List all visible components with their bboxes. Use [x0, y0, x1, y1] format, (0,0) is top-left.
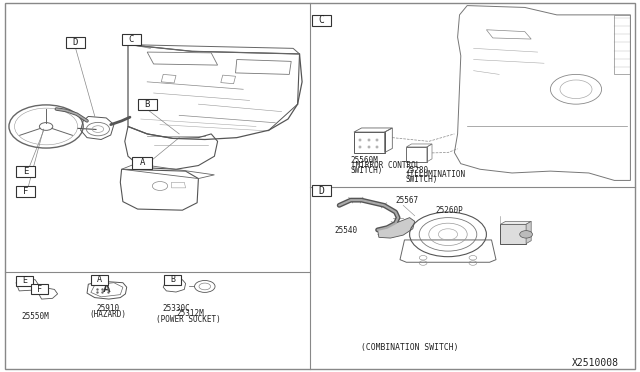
Text: B: B: [170, 275, 175, 284]
FancyBboxPatch shape: [91, 275, 108, 285]
Text: X2510008: X2510008: [572, 358, 619, 368]
FancyBboxPatch shape: [132, 157, 152, 169]
Text: 25910: 25910: [96, 304, 119, 312]
Text: 25330C: 25330C: [162, 304, 190, 312]
Text: E: E: [22, 276, 27, 285]
Text: 25540: 25540: [334, 226, 357, 235]
Circle shape: [520, 231, 532, 238]
FancyBboxPatch shape: [16, 166, 35, 177]
Text: D: D: [318, 186, 324, 196]
Text: C: C: [129, 35, 134, 44]
FancyBboxPatch shape: [16, 186, 35, 197]
FancyBboxPatch shape: [66, 37, 85, 48]
Text: D: D: [73, 38, 78, 47]
FancyBboxPatch shape: [138, 99, 157, 110]
Text: 25567: 25567: [396, 196, 419, 205]
Text: SWITCH): SWITCH): [405, 175, 438, 184]
FancyBboxPatch shape: [122, 34, 141, 45]
Text: E: E: [23, 167, 28, 176]
Text: SWITCH): SWITCH): [351, 166, 383, 174]
Text: 25260P: 25260P: [435, 206, 463, 215]
FancyBboxPatch shape: [312, 185, 331, 196]
Text: (HAZARD): (HAZARD): [89, 310, 126, 319]
Text: (ILLUMINATION: (ILLUMINATION: [405, 170, 465, 179]
Text: (POWER SOCKET): (POWER SOCKET): [156, 315, 221, 324]
Text: B: B: [145, 100, 150, 109]
Polygon shape: [500, 221, 531, 224]
Text: A: A: [140, 158, 145, 167]
FancyBboxPatch shape: [164, 275, 182, 285]
Text: F: F: [23, 187, 28, 196]
Text: 25312M: 25312M: [177, 309, 205, 318]
Text: A: A: [97, 275, 102, 284]
FancyBboxPatch shape: [15, 276, 33, 286]
FancyBboxPatch shape: [312, 15, 331, 26]
Text: A: A: [102, 285, 110, 294]
Text: 25550M: 25550M: [21, 312, 49, 321]
Polygon shape: [378, 218, 415, 238]
Text: 25280: 25280: [405, 166, 428, 174]
Text: (MIRROR CONTROL: (MIRROR CONTROL: [351, 161, 420, 170]
Polygon shape: [500, 224, 526, 244]
Polygon shape: [526, 221, 531, 244]
Text: F: F: [37, 285, 42, 294]
Text: (COMBINATION SWITCH): (COMBINATION SWITCH): [361, 343, 458, 352]
FancyBboxPatch shape: [31, 284, 49, 295]
Text: 25560M: 25560M: [351, 156, 378, 165]
Text: C: C: [318, 16, 324, 25]
